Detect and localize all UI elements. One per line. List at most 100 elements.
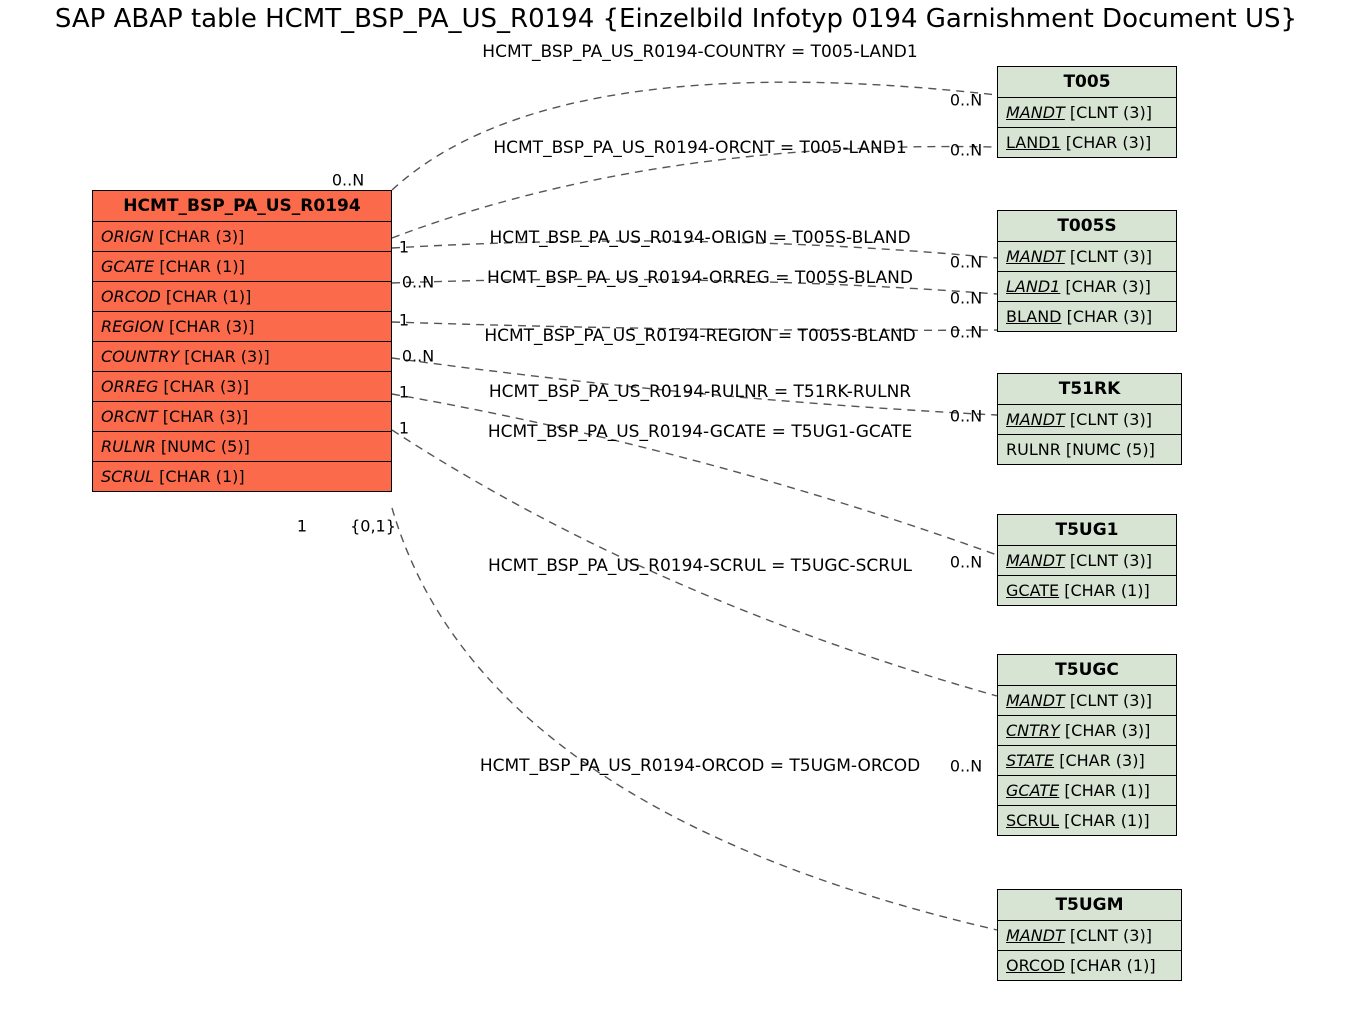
field-name: CNTRY [1006, 721, 1060, 740]
field-type: [CHAR (1)] [161, 287, 252, 306]
cardinality-from: 1 [399, 238, 409, 257]
cardinality-from: 0..N [402, 273, 434, 292]
table-row: CNTRY [CHAR (3)] [998, 716, 1176, 746]
table-row: RULNR [NUMC (5)] [93, 432, 391, 462]
field-name: ORREG [101, 377, 158, 396]
field-type: [CHAR (3)] [179, 347, 270, 366]
table-row: LAND1 [CHAR (3)] [998, 128, 1176, 157]
table-row: ORCNT [CHAR (3)] [93, 402, 391, 432]
table-header: T5UGM [998, 890, 1181, 921]
field-type: [CHAR (3)] [158, 377, 249, 396]
field-name: ORCOD [1006, 956, 1065, 975]
field-type: [CHAR (3)] [1054, 751, 1145, 770]
table-row: REGION [CHAR (3)] [93, 312, 391, 342]
table-row: ORCOD [CHAR (1)] [998, 951, 1181, 980]
table-header: T5UG1 [998, 515, 1176, 546]
cardinality-from: 1 [399, 419, 409, 438]
field-name: MANDT [1006, 551, 1065, 570]
field-name: LAND1 [1006, 277, 1060, 296]
relation-label: HCMT_BSP_PA_US_R0194-ORREG = T005S-BLAND [487, 268, 913, 288]
field-name: RULNR [101, 437, 156, 456]
table-row: SCRUL [CHAR (1)] [93, 462, 391, 491]
field-type: [CHAR (1)] [154, 257, 245, 276]
relation-label: HCMT_BSP_PA_US_R0194-ORCNT = T005-LAND1 [493, 138, 906, 158]
cardinality-from: 1 [399, 311, 409, 330]
field-type: [CHAR (3)] [158, 407, 249, 426]
field-type: [NUMC (5)] [1061, 440, 1155, 459]
relation-label: HCMT_BSP_PA_US_R0194-SCRUL = T5UGC-SCRUL [488, 556, 912, 576]
field-name: MANDT [1006, 247, 1065, 266]
relation-label: HCMT_BSP_PA_US_R0194-COUNTRY = T005-LAND… [482, 42, 917, 62]
field-type: [CHAR (1)] [1059, 781, 1150, 800]
field-type: [CLNT (3)] [1065, 691, 1152, 710]
table-row: GCATE [CHAR (1)] [998, 576, 1176, 605]
table-row: COUNTRY [CHAR (3)] [93, 342, 391, 372]
table-t51rk: T51RKMANDT [CLNT (3)]RULNR [NUMC (5)] [997, 373, 1182, 465]
table-row: ORIGN [CHAR (3)] [93, 222, 391, 252]
field-name: GCATE [1006, 781, 1059, 800]
cardinality-from: {0,1} [350, 517, 396, 536]
field-name: LAND1 [1006, 133, 1061, 152]
cardinality-to: 0..N [950, 323, 982, 342]
table-row: RULNR [NUMC (5)] [998, 435, 1181, 464]
relation-label: HCMT_BSP_PA_US_R0194-ORCOD = T5UGM-ORCOD [480, 756, 920, 776]
table-row: BLAND [CHAR (3)] [998, 302, 1176, 331]
cardinality-from: 0..N [332, 171, 364, 190]
relation-label: HCMT_BSP_PA_US_R0194-REGION = T005S-BLAN… [484, 326, 915, 346]
table-row: MANDT [CLNT (3)] [998, 921, 1181, 951]
table-t5ug1: T5UG1MANDT [CLNT (3)]GCATE [CHAR (1)] [997, 514, 1177, 606]
relation-edge [392, 394, 997, 555]
table-row: ORCOD [CHAR (1)] [93, 282, 391, 312]
table-header: T005S [998, 211, 1176, 242]
table-row: ORREG [CHAR (3)] [93, 372, 391, 402]
field-name: MANDT [1006, 926, 1065, 945]
table-row: MANDT [CLNT (3)] [998, 405, 1181, 435]
table-header: T005 [998, 67, 1176, 98]
table-main: HCMT_BSP_PA_US_R0194ORIGN [CHAR (3)]GCAT… [92, 190, 392, 492]
table-row: GCATE [CHAR (1)] [998, 776, 1176, 806]
field-name: BLAND [1006, 307, 1062, 326]
field-type: [CLNT (3)] [1065, 551, 1152, 570]
field-type: [CHAR (3)] [154, 227, 245, 246]
field-type: [CHAR (1)] [1059, 581, 1150, 600]
table-row: GCATE [CHAR (1)] [93, 252, 391, 282]
field-type: [CHAR (1)] [154, 467, 245, 486]
cardinality-to: 0..N [950, 91, 982, 110]
relation-label: HCMT_BSP_PA_US_R0194-GCATE = T5UG1-GCATE [488, 422, 912, 442]
field-name: ORCNT [101, 407, 158, 426]
field-name: MANDT [1006, 410, 1065, 429]
field-type: [CHAR (3)] [1060, 721, 1151, 740]
table-row: SCRUL [CHAR (1)] [998, 806, 1176, 835]
field-name: GCATE [1006, 581, 1059, 600]
field-name: ORCOD [101, 287, 161, 306]
field-type: [CLNT (3)] [1065, 247, 1152, 266]
relation-label: HCMT_BSP_PA_US_R0194-RULNR = T51RK-RULNR [489, 382, 911, 402]
field-name: MANDT [1006, 103, 1065, 122]
field-name: SCRUL [1006, 811, 1059, 830]
table-t005: T005MANDT [CLNT (3)]LAND1 [CHAR (3)] [997, 66, 1177, 158]
table-row: STATE [CHAR (3)] [998, 746, 1176, 776]
table-row: MANDT [CLNT (3)] [998, 98, 1176, 128]
field-name: GCATE [101, 257, 154, 276]
table-t5ugc: T5UGCMANDT [CLNT (3)]CNTRY [CHAR (3)]STA… [997, 654, 1177, 836]
cardinality-to: 0..N [950, 141, 982, 160]
table-row: MANDT [CLNT (3)] [998, 686, 1176, 716]
relation-edge [392, 147, 997, 238]
table-row: MANDT [CLNT (3)] [998, 546, 1176, 576]
field-name: STATE [1006, 751, 1054, 770]
field-name: COUNTRY [101, 347, 179, 366]
cardinality-from: 1 [399, 383, 409, 402]
field-type: [NUMC (5)] [156, 437, 250, 456]
cardinality-to: 0..N [950, 289, 982, 308]
field-type: [CHAR (1)] [1059, 811, 1150, 830]
field-type: [CHAR (3)] [1060, 277, 1151, 296]
cardinality-to: 0..N [950, 253, 982, 272]
table-header: HCMT_BSP_PA_US_R0194 [93, 191, 391, 222]
field-type: [CHAR (3)] [1062, 307, 1153, 326]
field-type: [CLNT (3)] [1065, 926, 1152, 945]
table-header: T51RK [998, 374, 1181, 405]
cardinality-to: 0..N [950, 553, 982, 572]
table-row: LAND1 [CHAR (3)] [998, 272, 1176, 302]
field-type: [CHAR (3)] [164, 317, 255, 336]
er-diagram: SAP ABAP table HCMT_BSP_PA_US_R0194 {Ein… [0, 0, 1352, 1015]
